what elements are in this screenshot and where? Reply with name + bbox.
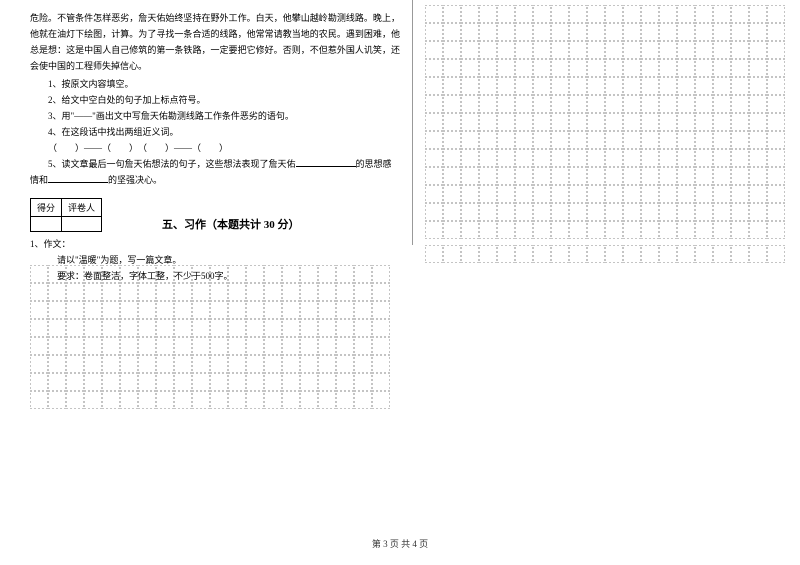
question-3: 3、用"——"画出文中写詹天佑勘测线路工作条件恶劣的语句。 [30, 108, 400, 124]
essay-q1: 1、作文： [30, 236, 400, 252]
score-cell-1 [31, 217, 62, 232]
q5-text-b: 的思想感 [356, 159, 392, 169]
passage-line1: 危险。不管条件怎样恶劣，詹天佑始终坚持在野外工作。白天，他攀山越岭勘测线路。晚上… [30, 13, 400, 23]
column-divider [412, 0, 413, 245]
writing-grid-bottom [30, 265, 390, 409]
page-footer: 第 3 页 共 4 页 [0, 537, 800, 550]
score-header-2: 评卷人 [62, 199, 102, 217]
question-list: 1、按原文内容填空。 2、给文中空白处的句子加上标点符号。 3、用"——"画出文… [30, 76, 400, 188]
writing-grid-ext [425, 245, 785, 263]
question-4: 4、在这段话中找出两组近义词。 [30, 124, 400, 140]
passage-line4: 会使中国的工程师失掉信心。 [30, 61, 147, 71]
writing-grid-top-right [425, 5, 785, 239]
q5-blank-2 [48, 173, 108, 183]
score-header-1: 得分 [31, 199, 62, 217]
score-section: 得分 评卷人 五、习作（本题共计 30 分） [30, 198, 400, 232]
question-2: 2、给文中空白处的句子加上标点符号。 [30, 92, 400, 108]
question-4-blanks: （ ）——（ ） （ ）——（ ） [30, 140, 400, 156]
score-table: 得分 评卷人 [30, 198, 102, 232]
passage-line3: 总是想：这是中国人自己修筑的第一条铁路，一定要把它修好。否则，不但惹外国人讥笑，… [30, 45, 400, 55]
question-5-cont: 情和 的坚强决心。 [30, 172, 400, 188]
question-5: 5、读文章最后一句詹天佑想法的句子，这些想法表现了詹天佑 的思想感 [30, 156, 400, 172]
passage-line2: 他就在油灯下绘图，计算。为了寻找一条合适的线路，他常常请教当地的农民。遇到困难，… [30, 29, 400, 39]
score-cell-2 [62, 217, 102, 232]
left-column: 危险。不管条件怎样恶劣，詹天佑始终坚持在野外工作。白天，他攀山越岭勘测线路。晚上… [30, 10, 400, 284]
q5-blank-1 [296, 157, 356, 167]
question-1: 1、按原文内容填空。 [30, 76, 400, 92]
q5-text-d: 的坚强决心。 [108, 175, 162, 185]
passage: 危险。不管条件怎样恶劣，詹天佑始终坚持在野外工作。白天，他攀山越岭勘测线路。晚上… [30, 10, 400, 74]
q5-text-c: 情和 [30, 175, 48, 185]
section-5-title: 五、习作（本题共计 30 分） [162, 216, 300, 232]
q5-text-a: 5、读文章最后一句詹天佑想法的句子，这些想法表现了詹天佑 [48, 159, 296, 169]
